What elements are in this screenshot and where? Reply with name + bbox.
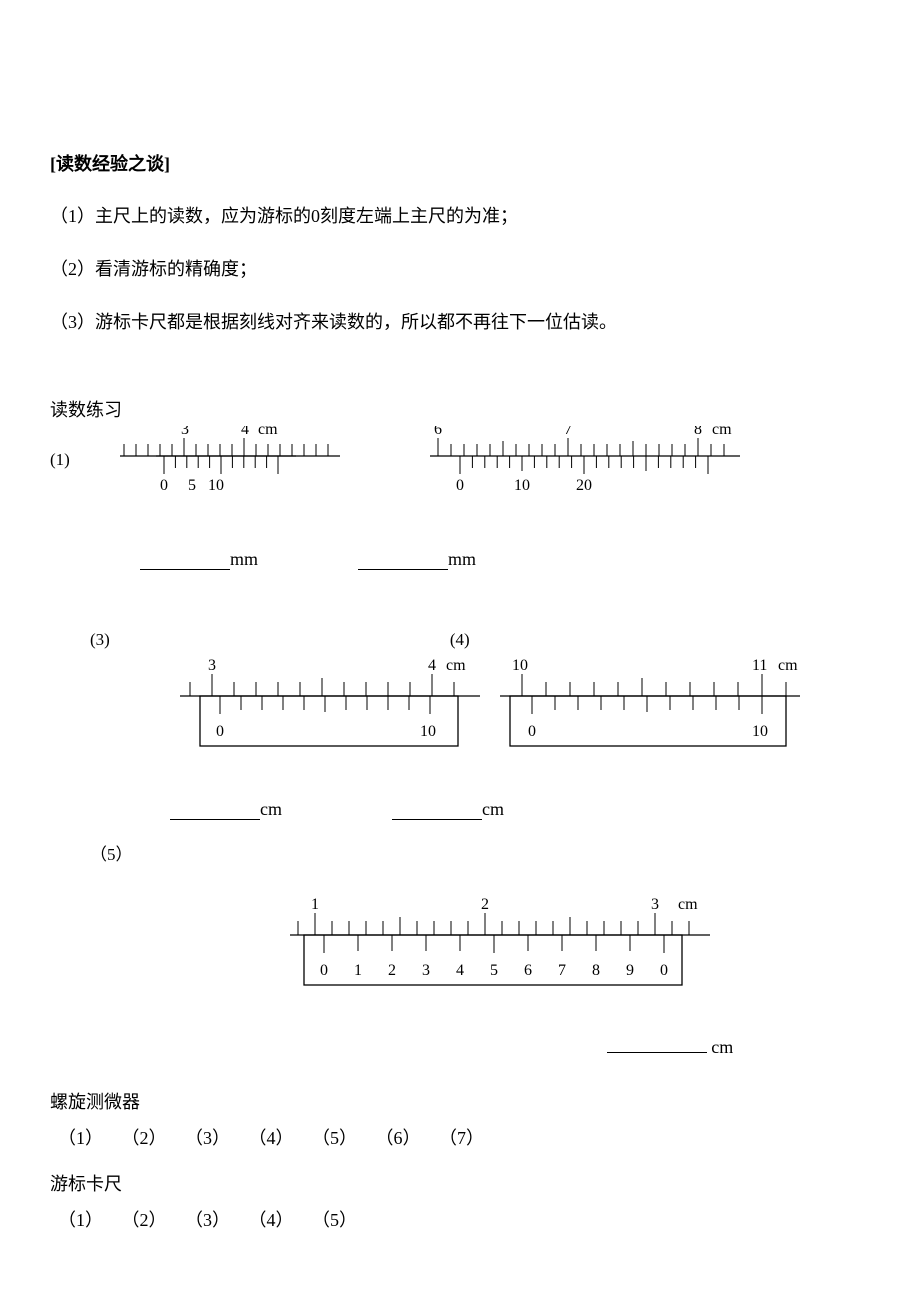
para-2: （2）看清游标的精确度； [50, 257, 870, 282]
mic-7: （7） [439, 1128, 484, 1148]
ver-1: （1） [58, 1210, 103, 1230]
d5-v1: 1 [354, 962, 362, 979]
d3-vern-10: 10 [420, 723, 436, 740]
d5-main-1: 1 [311, 896, 319, 913]
ver-4: （4） [249, 1210, 294, 1230]
d1a-vern-10: 10 [208, 477, 224, 494]
unit-mm-1: mm [230, 549, 258, 570]
row-1: (1) [50, 426, 870, 521]
d1b-main-unit: cm [712, 426, 732, 438]
answer-row-2: cm cm [170, 799, 870, 820]
blank-line-1b [358, 551, 448, 570]
answer-row-1: mm mm [140, 549, 870, 570]
d4-vern-0: 0 [528, 723, 536, 740]
blank-line-4 [392, 801, 482, 820]
d5-main-3: 3 [651, 896, 659, 913]
vernier-list: （1） （2） （3） （4） （5） [58, 1206, 870, 1232]
d3-vern-0: 0 [216, 723, 224, 740]
d5-v0: 0 [320, 962, 328, 979]
ver-2: （2） [122, 1210, 167, 1230]
d1b-main-7: 7 [564, 426, 572, 438]
d5-v4: 4 [456, 962, 464, 979]
d5-v5: 5 [490, 962, 498, 979]
mic-1: （1） [58, 1128, 103, 1148]
item-label-3: (3) [90, 630, 110, 650]
unit-cm-4: cm [482, 799, 504, 820]
unit-cm-3: cm [260, 799, 282, 820]
diagram-5: 1 2 3 cm 0 1 2 3 4 [280, 895, 870, 1020]
diagram-3: 3 4 cm 0 10 [170, 656, 490, 781]
d4-main-11: 11 [752, 657, 767, 674]
vernier-heading: 游标卡尺 [50, 1170, 870, 1196]
micrometer-list: （1） （2） （3） （4） （5） （6） （7） [58, 1124, 870, 1150]
d1a-vern-0: 0 [160, 477, 168, 494]
d5-v7: 7 [558, 962, 566, 979]
d1b-vern-0: 0 [456, 477, 464, 494]
item-label-1: (1) [50, 426, 110, 470]
item-label-5: （5） [90, 840, 870, 865]
d5-v10: 0 [660, 962, 668, 979]
d1b-main-8: 8 [694, 426, 702, 438]
d1b-main-6: 6 [434, 426, 442, 438]
para-1: （1）主尺上的读数，应为游标的0刻度左端上主尺的为准； [50, 204, 870, 229]
d1a-vern-5: 5 [188, 477, 196, 494]
mic-4: （4） [249, 1128, 294, 1148]
answer-blank-1b: mm [358, 549, 476, 570]
d1a-main-unit: cm [258, 426, 278, 438]
d5-v6: 6 [524, 962, 532, 979]
d5-v3: 3 [422, 962, 430, 979]
blank-line-1a [140, 551, 230, 570]
mic-6: （6） [376, 1128, 421, 1148]
d4-main-10: 10 [512, 657, 528, 674]
d5-v8: 8 [592, 962, 600, 979]
d1b-vern-20: 20 [576, 477, 592, 494]
ver-5: （5） [312, 1210, 357, 1230]
answer-row-5: cm [470, 1034, 870, 1058]
d1a-main-label-4: 4 [241, 426, 249, 438]
mic-2: （2） [122, 1128, 167, 1148]
para-3: （3）游标卡尺都是根据刻线对齐来读数的，所以都不再往下一位估读。 [50, 310, 870, 335]
answer-blank-4: cm [392, 799, 504, 820]
answer-blank-3: cm [170, 799, 282, 820]
heading-title: [读数经验之谈] [50, 150, 870, 176]
d5-v2: 2 [388, 962, 396, 979]
blank-line-3 [170, 801, 260, 820]
blank-line-5 [607, 1034, 707, 1053]
exercise-title: 读数练习 [50, 396, 870, 422]
d1b-vern-10: 10 [514, 477, 530, 494]
diagram-1a: 3 4 cm 0 5 [110, 426, 350, 521]
d3-main-3: 3 [208, 657, 216, 674]
row-labels-34: (3) (4) [90, 630, 870, 650]
d3-main-4: 4 [428, 657, 436, 674]
row-2: 3 4 cm 0 10 [170, 656, 870, 781]
mic-5: （5） [312, 1128, 357, 1148]
d5-v9: 9 [626, 962, 634, 979]
answer-blank-1a: mm [140, 549, 258, 570]
micrometer-heading: 螺旋测微器 [50, 1088, 870, 1114]
d4-vern-10: 10 [752, 723, 768, 740]
unit-mm-2: mm [448, 549, 476, 570]
mic-3: （3） [185, 1128, 230, 1148]
diagram-4: 10 11 cm 0 10 [490, 656, 810, 781]
d5-main-unit: cm [678, 896, 698, 913]
unit-cm-5: cm [711, 1037, 733, 1057]
d4-main-unit: cm [778, 657, 798, 674]
diagram-1b: 6 7 8 cm [420, 426, 750, 521]
ver-3: （3） [185, 1210, 230, 1230]
d3-main-unit: cm [446, 657, 466, 674]
item-label-4: (4) [450, 630, 470, 650]
d5-main-2: 2 [481, 896, 489, 913]
d1a-main-label-3: 3 [181, 426, 189, 438]
